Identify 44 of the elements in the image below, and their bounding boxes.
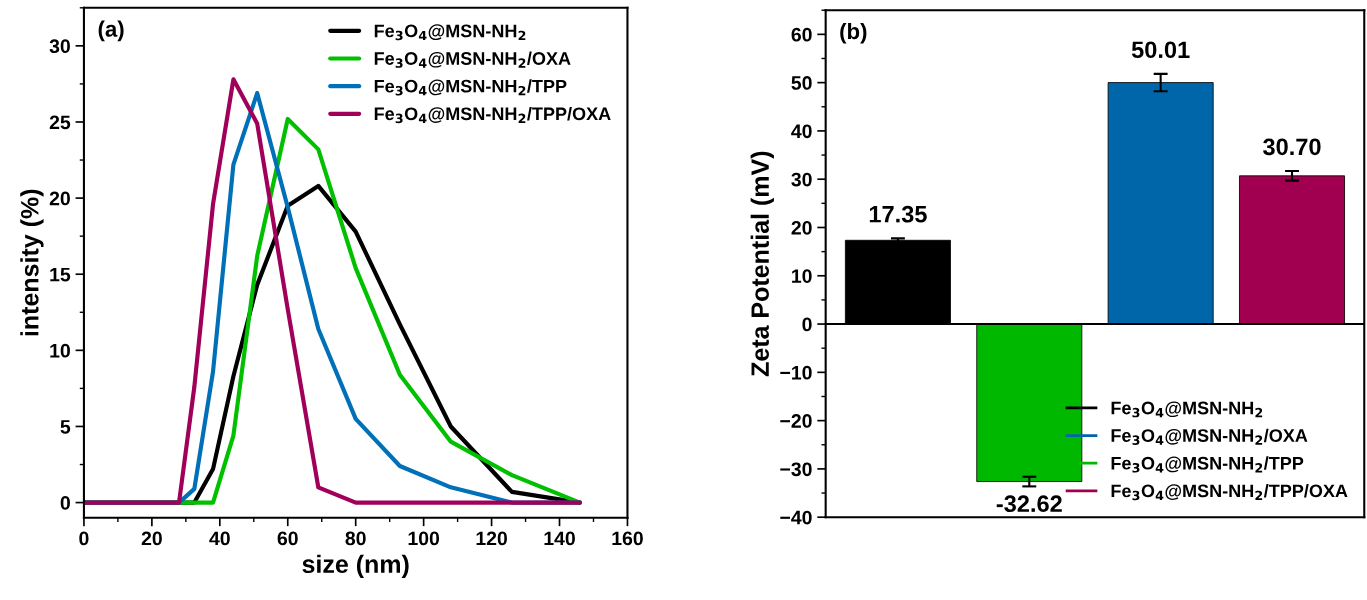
y-axis-title: intensity (%) [20,189,44,336]
legend-label: Fe$_{3}$O$_{4}$@MSN-NH$_{2}$/TPP [374,79,567,96]
y-axis-title: Zeta Potential (mV) [750,151,774,377]
y-tick-label: 30 [791,172,812,187]
y-tick-label: 30 [49,39,70,54]
legend-label: Fe$_{3}$O$_{4}$@MSN-NH$_{2}$ [374,24,526,41]
y-tick-label: 10 [50,343,70,358]
data-label: -32.62 [996,495,1062,513]
legend-label: Fe$_{3}$O$_{4}$@MSN-NH$_{2}$/OXA [1111,428,1308,445]
legend-label: Fe$_{3}$O$_{4}$@MSN-NH$_{2}$/TPP [1111,456,1304,473]
legend-label: Fe$_{3}$O$_{4}$@MSN-NH$_{2}$/TPP/OXA [374,106,611,124]
x-tick-label: 100 [408,531,440,546]
y-tick-label: 25 [49,115,71,130]
data-label: 50.01 [1131,41,1190,59]
x-tick-label: 120 [476,531,507,546]
legend-label: Fe$_{3}$O$_{4}$@MSN-NH$_{2}$ [1111,401,1263,418]
x-tick-label: 20 [141,531,162,546]
x-tick-label: 60 [277,531,298,546]
y-tick-label: 20 [49,191,70,206]
text: (a) [98,20,124,42]
x-tick-label: 0 [79,531,89,546]
y-tick-label: −30 [780,462,812,477]
y-tick-label: 15 [50,267,71,282]
y-tick-label: 60 [791,27,812,42]
text: (b) [840,22,867,44]
legend-label: Fe$_{3}$O$_{4}$@MSN-NH$_{2}$/OXA [374,51,571,68]
data-label: 17.35 [869,205,927,223]
y-tick-label: −40 [780,510,812,525]
data-label: 30.70 [1263,138,1321,156]
x-tick-label: 80 [345,531,366,546]
y-tick-label: 0 [802,317,812,332]
y-tick-label: 50 [791,76,812,90]
y-tick-label: 40 [791,124,812,139]
y-tick-label: 5 [60,420,71,434]
x-axis-title: size (nm) [302,554,409,578]
legend-label: Fe$_{3}$O$_{4}$@MSN-NH$_{2}$/TPP/OXA [1111,484,1348,501]
y-tick-label: −10 [780,365,812,380]
y-tick-label: 0 [60,496,70,510]
y-tick-label: 20 [791,220,812,235]
x-tick-label: 140 [544,531,575,546]
y-tick-label: 10 [792,269,812,284]
x-tick-label: 40 [209,531,230,546]
y-tick-label: −20 [780,414,812,428]
x-tick-label: 160 [612,531,643,546]
